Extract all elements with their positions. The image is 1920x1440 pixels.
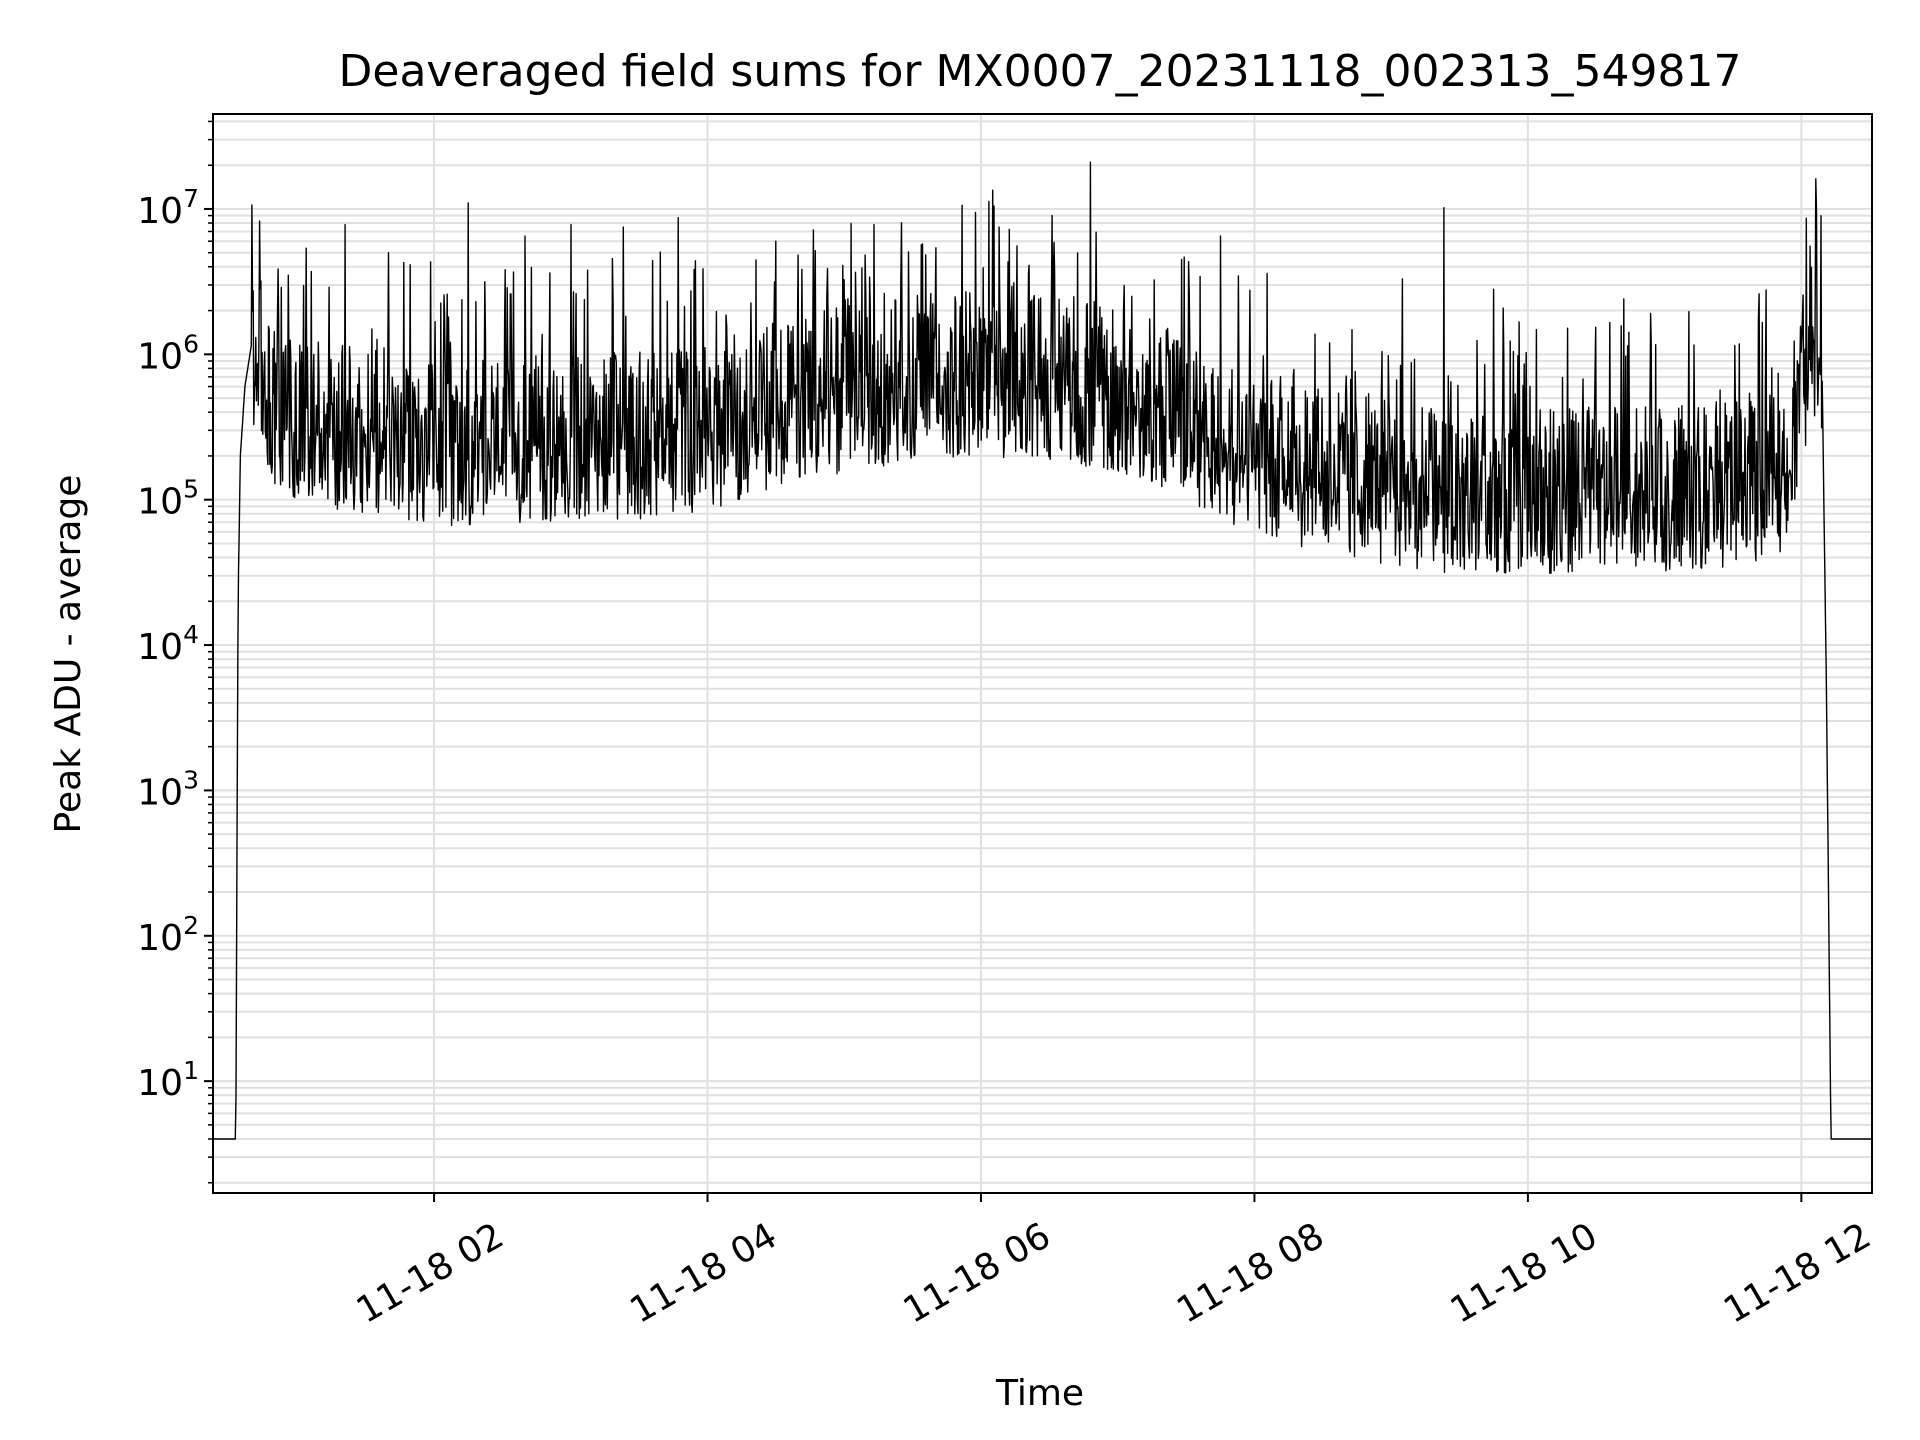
y-tick-label: 101 bbox=[137, 1056, 199, 1104]
x-axis-label: Time bbox=[995, 1373, 1084, 1414]
y-tick-label: 102 bbox=[137, 911, 199, 959]
grid bbox=[213, 114, 1872, 1193]
chart-title: Deaveraged field sums for MX0007_2023111… bbox=[339, 46, 1742, 97]
y-tick-label: 107 bbox=[137, 184, 199, 232]
data-line bbox=[212, 161, 1873, 1140]
y-axis-label: Peak ADU - average bbox=[48, 475, 89, 834]
y-tick-label: 105 bbox=[137, 475, 199, 523]
y-tick-label: 106 bbox=[137, 329, 199, 377]
y-tick-label: 103 bbox=[137, 765, 199, 813]
axes-frame bbox=[212, 113, 1873, 1194]
y-tick-label: 104 bbox=[137, 620, 199, 668]
plot-area bbox=[212, 161, 1873, 1140]
